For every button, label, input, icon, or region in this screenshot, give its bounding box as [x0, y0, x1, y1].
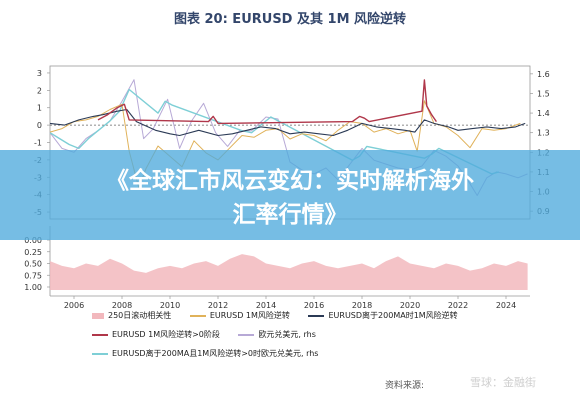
legend-item-eurusd-highlight: EURUSD离于200MA且1M风险逆转>0时欧元兑美元, rhs — [92, 348, 318, 359]
legend-row-1: 250日滚动相关性 EURUSD 1M风险逆转 EURUSD离于200MA时1M… — [92, 310, 474, 321]
banner-line-1: 《全球汇市风云变幻：实时解析海外 — [106, 168, 474, 194]
legend-swatch-area — [92, 312, 104, 319]
legend-label: EURUSD离于200MA时1M风险逆转 — [328, 311, 458, 320]
legend-row-3: EURUSD离于200MA且1M风险逆转>0时欧元兑美元, rhs — [92, 348, 334, 359]
source-note: 资料来源: — [385, 381, 425, 391]
right-axis-tick-label: 1.3 — [537, 129, 550, 138]
x-axis-tick-label: 2008 — [112, 301, 132, 310]
legend-item-rolling-correlation: 250日滚动相关性 — [92, 310, 171, 321]
lower-axis-tick-label: 0.75 — [24, 271, 42, 280]
legend-item-risk-reversal: EURUSD 1M风险逆转 — [189, 310, 290, 321]
x-axis-tick-label: 2022 — [448, 301, 468, 310]
legend-row-2: EURUSD 1M风险逆转>0阶段 欧元兑美元, rhs — [92, 329, 332, 340]
chart-title: 图表 20: EURUSD 及其 1M 风险逆转 — [173, 12, 407, 27]
x-axis-tick-label: 2024 — [496, 301, 516, 310]
x-axis-tick-label: 2012 — [208, 301, 228, 310]
legend-swatch-line — [92, 352, 108, 355]
legend-label: EURUSD 1M风险逆转>0阶段 — [112, 330, 220, 339]
legend-swatch-line — [308, 314, 325, 317]
right-axis-tick-label: 1.5 — [537, 89, 550, 98]
legend-swatch-line — [189, 314, 206, 317]
legend-item-rr-above-200ma: EURUSD离于200MA时1M风险逆转 — [308, 310, 458, 321]
x-axis-tick-label: 2016 — [304, 301, 324, 310]
left-axis-tick-label: 2 — [37, 86, 42, 95]
banner-line-2: 汇率行情》 — [232, 202, 348, 228]
banner-headline: 《全球汇市风云变幻：实时解析海外 汇率行情》 — [0, 164, 580, 232]
x-axis-tick-label: 2020 — [400, 301, 420, 310]
x-axis-tick-label: 2018 — [352, 301, 372, 310]
series-rr-positive — [97, 79, 437, 125]
left-axis-tick-label: -1 — [34, 139, 42, 148]
legend-item-rr-positive: EURUSD 1M风险逆转>0阶段 — [92, 329, 220, 340]
left-axis-tick-label: 0 — [37, 121, 42, 130]
series-rr-above-200ma — [49, 108, 526, 137]
x-axis-tick-label: 2006 — [64, 301, 84, 310]
x-axis-tick-label: 2010 — [160, 301, 180, 310]
left-axis-tick-label: 3 — [37, 69, 42, 78]
headline-banner: 《全球汇市风云变幻：实时解析海外 汇率行情》 — [0, 150, 580, 240]
x-axis-tick-label: 2014 — [256, 301, 276, 310]
lower-axis-tick-label: 1.00 — [24, 283, 42, 292]
lower-axis-tick-label: 0.25 — [24, 248, 42, 257]
legend-label: EURUSD离于200MA且1M风险逆转>0时欧元兑美元, rhs — [112, 349, 319, 358]
lower-axis-tick-label: 0.00 — [24, 236, 42, 245]
legend-item-eurusd: 欧元兑美元, rhs — [238, 329, 316, 340]
legend-label: 250日滚动相关性 — [108, 311, 172, 320]
legend-swatch-line — [238, 333, 255, 336]
watermark: 雪球：金融街 — [470, 376, 536, 389]
legend-label: EURUSD 1M风险逆转 — [209, 311, 290, 320]
legend-swatch-line — [92, 333, 108, 336]
legend-label: 欧元兑美元, rhs — [258, 330, 316, 339]
left-axis-tick-label: 1 — [37, 104, 42, 113]
right-axis-tick-label: 1.4 — [537, 109, 550, 118]
rolling-correlation-area — [50, 254, 528, 290]
lower-axis-tick-label: 0.50 — [24, 260, 42, 269]
right-axis-tick-label: 1.6 — [537, 70, 550, 79]
